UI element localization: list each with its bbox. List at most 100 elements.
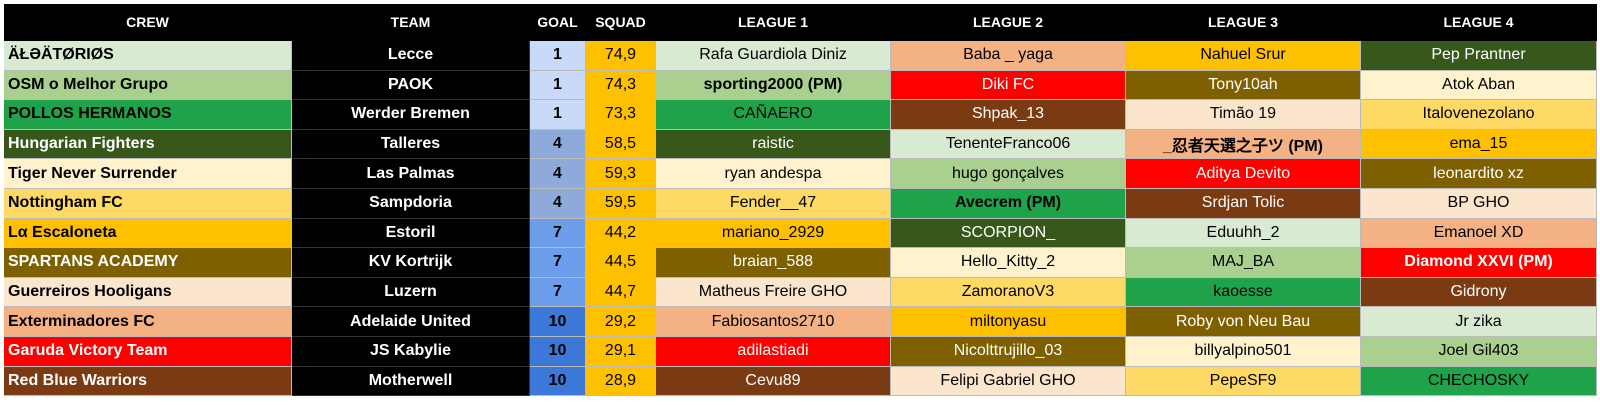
crew-name: Hungarian Fighters (4, 129, 292, 160)
league-player: CHECHOSKY (1361, 366, 1597, 397)
league-player: Nicolttrujillo_03 (891, 336, 1126, 367)
league-player: Tony10ah (1126, 70, 1361, 101)
goal-cell: 7 (530, 248, 586, 278)
crew-name: Lα Escaloneta (4, 218, 292, 249)
league-player: miltonyasu (891, 307, 1126, 337)
league-player: leonardito xz (1361, 159, 1597, 189)
crew-name: OSM o Melhor Grupo (4, 70, 292, 101)
squad-cell: 44,2 (586, 218, 656, 249)
crew-name: SPARTANS ACADEMY (4, 248, 292, 278)
league-player: billyalpino501 (1126, 336, 1361, 367)
goal-cell: 10 (530, 366, 586, 397)
crew-name: Red Blue Warriors (4, 366, 292, 397)
league-player: sporting2000 (PM) (656, 70, 891, 101)
league-player: TenenteFranco06 (891, 129, 1126, 160)
league-player: PepeSF9 (1126, 366, 1361, 397)
team-name: PAOK (292, 70, 530, 101)
goal-cell: 7 (530, 277, 586, 308)
team-name: Werder Bremen (292, 100, 530, 130)
squad-cell: 74,9 (586, 41, 656, 71)
squad-cell: 58,5 (586, 129, 656, 160)
league-player: Felipi Gabriel GHO (891, 366, 1126, 397)
squad-cell: 73,3 (586, 100, 656, 130)
league-player: BP GHO (1361, 188, 1597, 219)
league-player: adilastiadi (656, 336, 891, 367)
league-player: raistic (656, 129, 891, 160)
league-player: MAJ_BA (1126, 248, 1361, 278)
league-player: Rafa Guardiola Diniz (656, 41, 891, 71)
crew-name: Guerreiros Hooligans (4, 277, 292, 308)
crew-name: ÄŁƏÄTØRIØS (4, 41, 292, 71)
league-player: Baba _ yaga (891, 41, 1126, 71)
league-player: Nahuel Srur (1126, 41, 1361, 71)
team-name: Estoril (292, 218, 530, 249)
goal-cell: 4 (530, 159, 586, 189)
league-player: ZamoranoV3 (891, 277, 1126, 308)
crew-name: Exterminadores FC (4, 307, 292, 337)
league-player: Italovenezolano (1361, 100, 1597, 130)
league-player: Roby von Neu Bau (1126, 307, 1361, 337)
column-header: LEAGUE 1 (656, 4, 891, 41)
league-player: Srdjan Tolic (1126, 188, 1361, 219)
column-header: GOAL (530, 4, 586, 41)
league-player: hugo gonçalves (891, 159, 1126, 189)
league-player: Fabiosantos2710 (656, 307, 891, 337)
league-player: Joel Gil403 (1361, 336, 1597, 367)
column-header: LEAGUE 2 (891, 4, 1126, 41)
team-name: Las Palmas (292, 159, 530, 189)
goal-cell: 10 (530, 307, 586, 337)
league-player: SCORPION_ (891, 218, 1126, 249)
team-name: Adelaide United (292, 307, 530, 337)
league-player: mariano_2929 (656, 218, 891, 249)
squad-cell: 29,2 (586, 307, 656, 337)
squad-cell: 74,3 (586, 70, 656, 101)
team-name: Motherwell (292, 366, 530, 397)
league-player: ema_15 (1361, 129, 1597, 160)
squad-cell: 59,3 (586, 159, 656, 189)
league-player: Cevu89 (656, 366, 891, 397)
squad-cell: 44,7 (586, 277, 656, 308)
team-name: Sampdoria (292, 188, 530, 219)
league-player: Pep Prantner (1361, 41, 1597, 71)
league-player: Shpak_13 (891, 100, 1126, 130)
squad-cell: 29,1 (586, 336, 656, 367)
league-player: Fender__47 (656, 188, 891, 219)
league-player: Timão 19 (1126, 100, 1361, 130)
squad-cell: 28,9 (586, 366, 656, 397)
crew-name: Nottingham FC (4, 188, 292, 219)
team-name: Luzern (292, 277, 530, 308)
goal-cell: 7 (530, 218, 586, 249)
league-player: braian_588 (656, 248, 891, 278)
column-header: LEAGUE 4 (1361, 4, 1597, 41)
column-header: CREW (4, 4, 292, 41)
goal-cell: 1 (530, 100, 586, 130)
squad-cell: 44,5 (586, 248, 656, 278)
goal-cell: 1 (530, 70, 586, 101)
crew-name: Tiger Never Surrender (4, 159, 292, 189)
goal-cell: 4 (530, 188, 586, 219)
column-header: LEAGUE 3 (1126, 4, 1361, 41)
crew-name: Garuda Victory Team (4, 336, 292, 367)
goal-cell: 1 (530, 41, 586, 71)
league-player: Jr zika (1361, 307, 1597, 337)
league-player: kaoesse (1126, 277, 1361, 308)
crew-name: POLLOS HERMANOS (4, 100, 292, 130)
goal-cell: 4 (530, 129, 586, 160)
league-player: Matheus Freire GHO (656, 277, 891, 308)
league-player: ryan andespa (656, 159, 891, 189)
column-header: TEAM (292, 4, 530, 41)
league-player: CAÑAERO (656, 100, 891, 130)
league-player: Diki FC (891, 70, 1126, 101)
team-name: Talleres (292, 129, 530, 160)
league-player: _忍者天選之子ツ (PM) (1126, 129, 1361, 160)
league-player: Hello_Kitty_2 (891, 248, 1126, 278)
crew-table: CREW TEAM GOAL SQUAD LEAGUE 1 LEAGUE 2 LEAGUE … (4, 4, 1597, 397)
team-name: JS Kabylie (292, 336, 530, 367)
column-header: SQUAD (586, 4, 656, 41)
team-name: KV Kortrijk (292, 248, 530, 278)
league-player: Avecrem (PM) (891, 188, 1126, 219)
league-player: Aditya Devito (1126, 159, 1361, 189)
league-player: Diamond XXVI (PM) (1361, 248, 1597, 278)
league-player: Gidrony (1361, 277, 1597, 308)
league-player: Emanoel XD (1361, 218, 1597, 249)
